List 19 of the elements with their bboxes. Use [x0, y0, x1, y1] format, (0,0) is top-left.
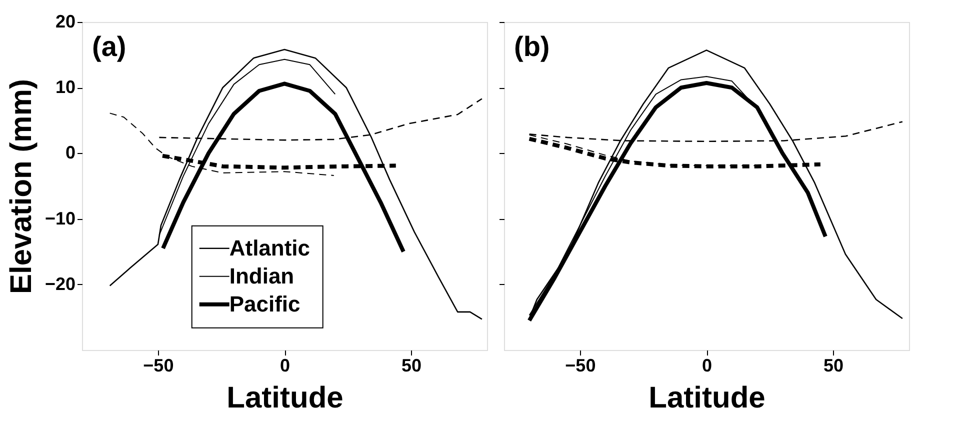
y-tick-label: −10 [44, 208, 76, 228]
y-tick-label: −20 [44, 274, 76, 294]
legend-label: Atlantic [229, 235, 310, 260]
x-tick-label: −50 [565, 356, 596, 376]
x-tick-label: 50 [402, 356, 422, 376]
legend-label: Indian [229, 263, 294, 288]
x-tick-label: 50 [824, 356, 844, 376]
x-tick-label: 0 [280, 356, 290, 376]
chart-title: (a) [92, 31, 126, 62]
y-tick-label: 0 [65, 142, 76, 163]
legend-label: Pacific [229, 291, 300, 316]
x-axis-title: Latitude [648, 382, 766, 414]
x-tick-label: 0 [702, 356, 712, 376]
x-axis-title: Latitude [226, 382, 344, 414]
y-tick-label: 20 [55, 12, 76, 32]
y-tick-label: 10 [55, 77, 76, 98]
y-axis-title: Elevation (mm) [4, 78, 38, 294]
x-tick-label: −50 [143, 356, 174, 376]
chart-title: (b) [514, 31, 550, 62]
